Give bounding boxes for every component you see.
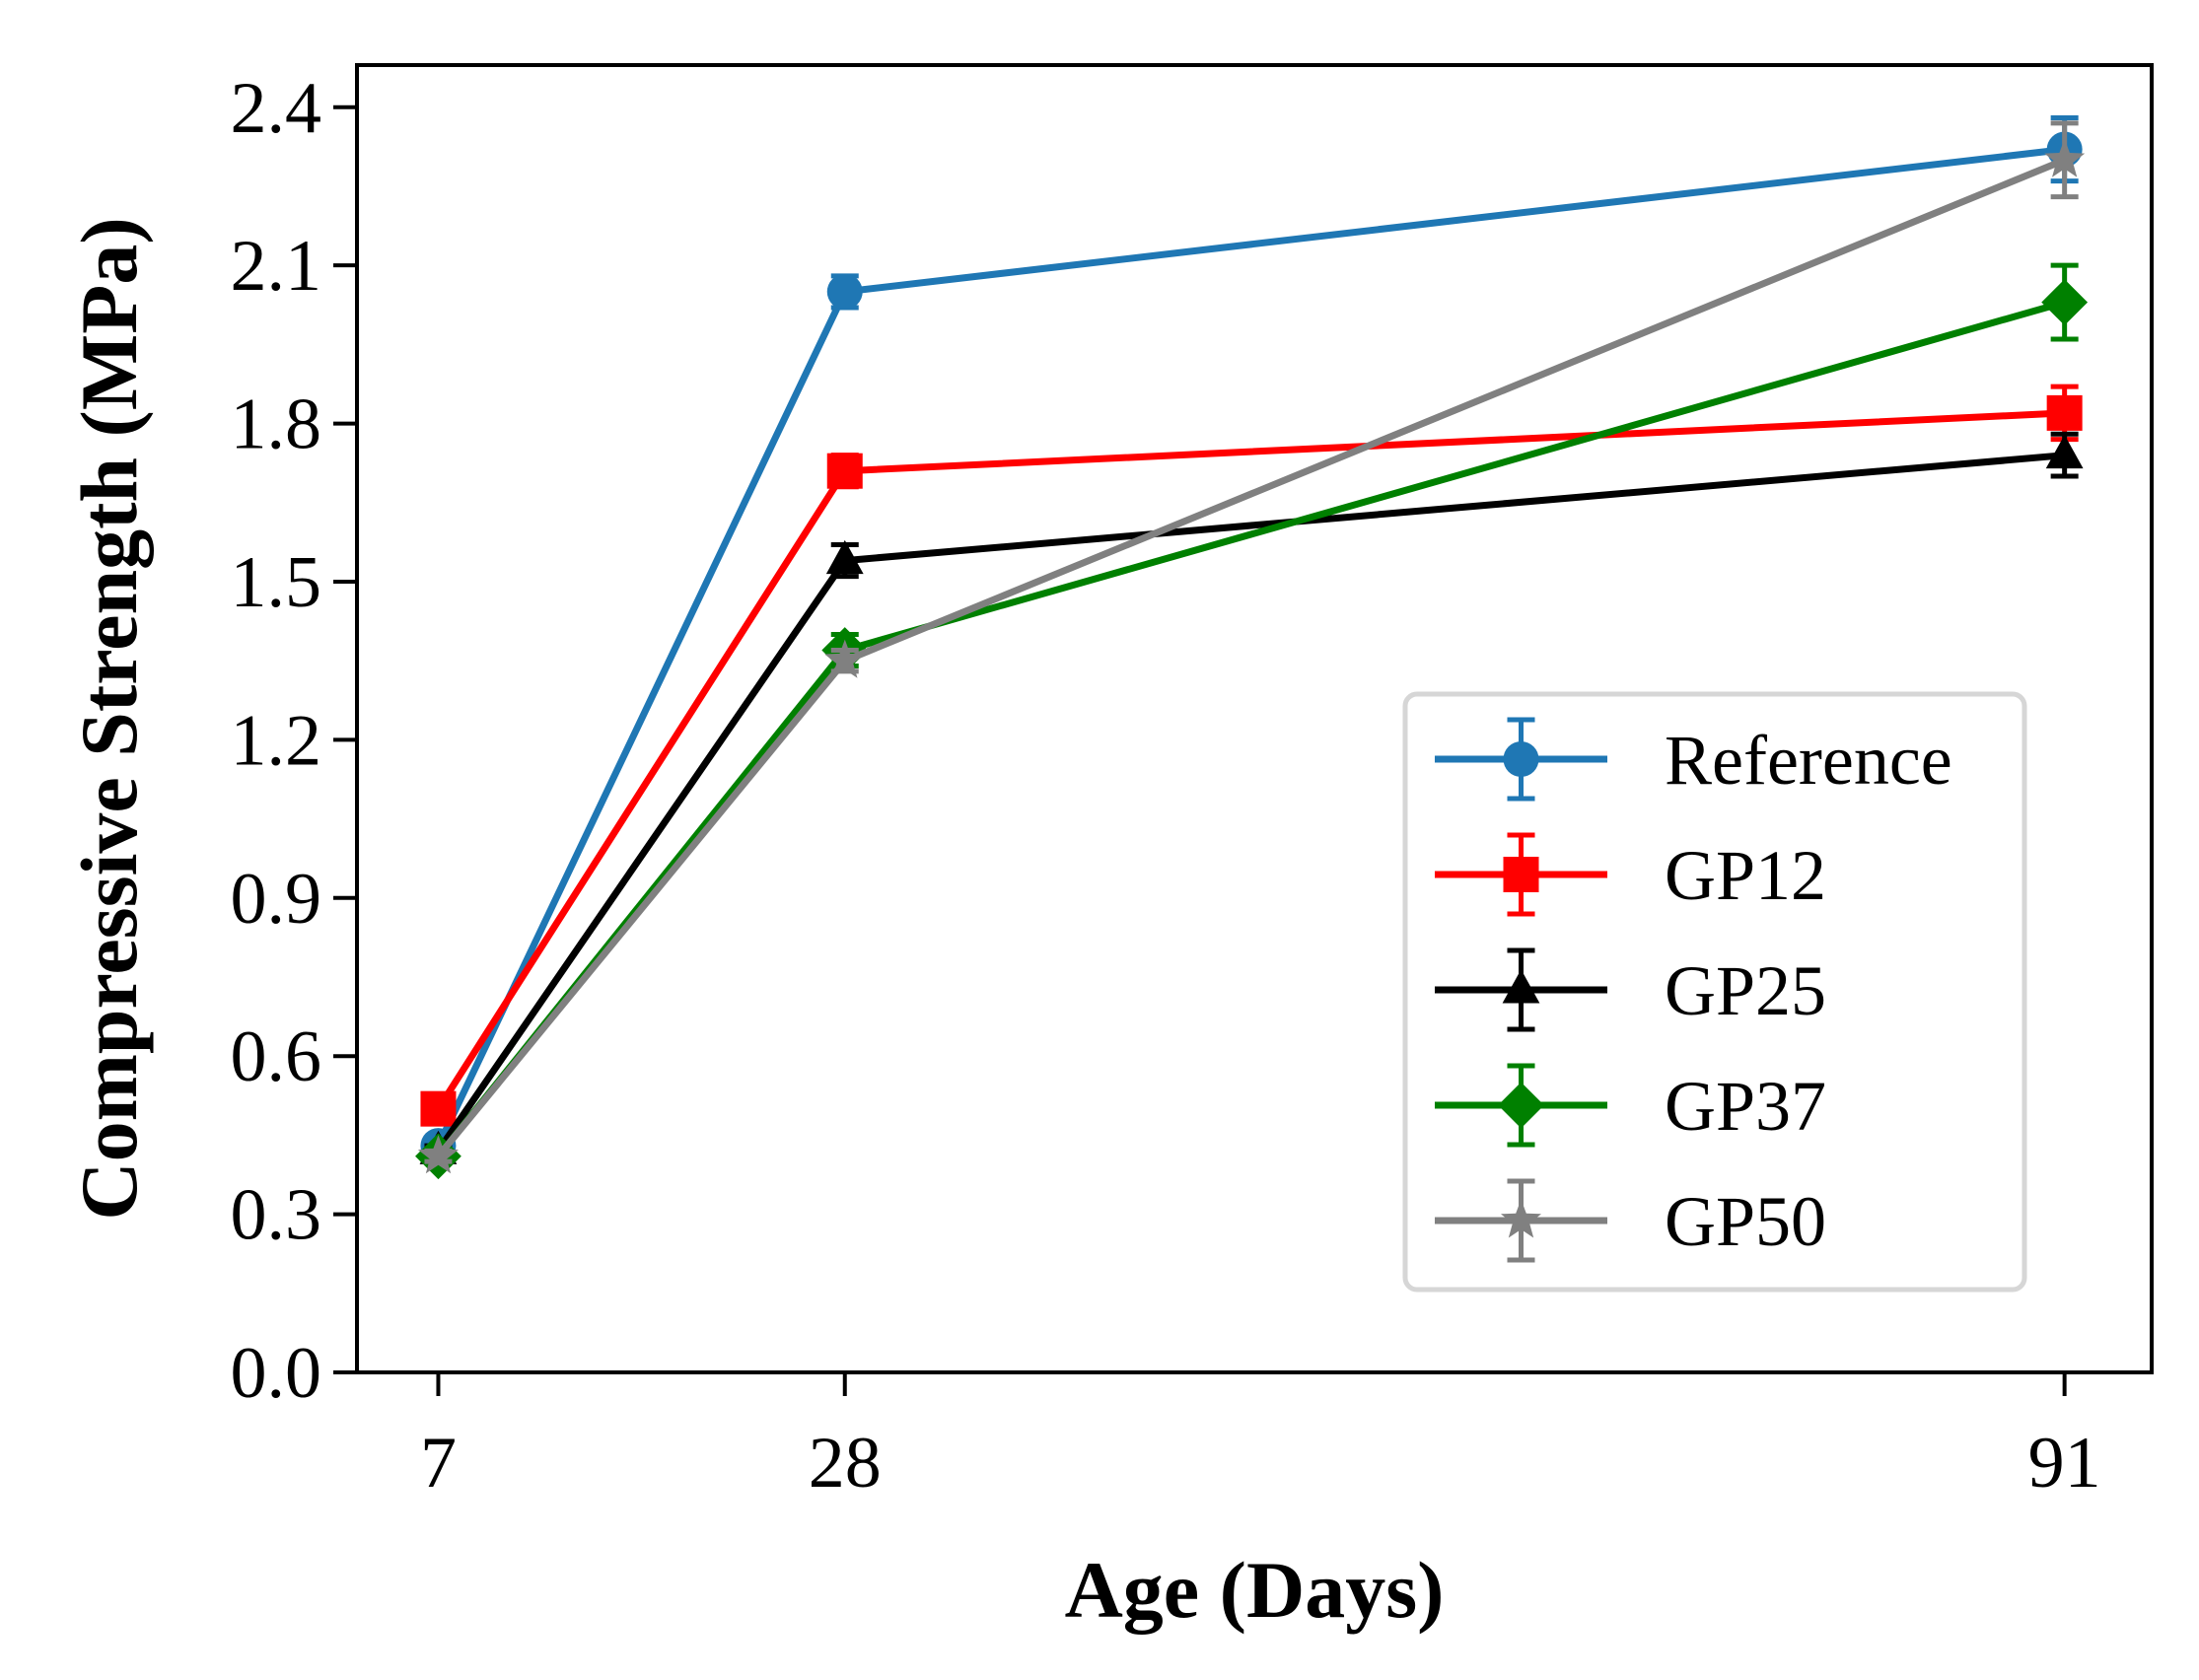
legend-box — [1402, 691, 2027, 1293]
series-gp50 — [417, 120, 2086, 1174]
x-tick-label: 28 — [809, 1423, 882, 1504]
legend-item: Reference — [1435, 717, 1952, 802]
y-tick-label: 0.9 — [231, 859, 322, 940]
data-point — [417, 1135, 459, 1174]
data-point — [824, 639, 866, 678]
legend-label: GP25 — [1665, 951, 1826, 1030]
x-tick-label: 7 — [420, 1423, 457, 1504]
y-tick-label: 0.3 — [231, 1175, 322, 1256]
data-point — [2046, 394, 2083, 431]
legend-item: GP25 — [1435, 947, 1826, 1032]
data-point — [420, 1090, 457, 1127]
series-gp12 — [420, 384, 2083, 1127]
y-tick-label: 2.1 — [231, 226, 322, 307]
data-point — [2045, 434, 2084, 469]
data-point — [2041, 279, 2089, 326]
y-axis-title: Compressive Strength (MPa) — [64, 217, 154, 1220]
y-tick-label: 2.4 — [231, 68, 322, 149]
legend-item: GP37 — [1435, 1063, 1826, 1148]
legend: Reference GP12 GP25 GP37 GP50 — [1402, 691, 2027, 1293]
legend-marker — [1501, 1199, 1541, 1238]
data-point — [825, 539, 864, 575]
legend-item: GP12 — [1435, 832, 1826, 917]
plot-frame — [355, 63, 2154, 1374]
legend-marker — [1503, 741, 1539, 777]
legend-label: GP12 — [1665, 836, 1826, 915]
x-axis: 7 28 91 — [420, 1372, 2101, 1504]
legend-marker — [1502, 969, 1540, 1004]
data-point — [826, 273, 863, 310]
series-layer — [415, 114, 2089, 1180]
legend-item: GP50 — [1435, 1178, 1826, 1263]
legend-label: GP50 — [1665, 1182, 1826, 1261]
y-tick-label: 0.6 — [231, 1016, 322, 1097]
x-tick-label: 91 — [2028, 1423, 2101, 1504]
legend-label: GP37 — [1665, 1067, 1826, 1146]
y-axis: 0.0 0.3 0.6 0.9 1.2 1.5 1.8 2.1 2.4 — [231, 68, 357, 1414]
data-point — [826, 453, 863, 489]
data-point — [2044, 138, 2086, 177]
legend-label: Reference — [1665, 721, 1952, 800]
y-tick-label: 1.8 — [231, 385, 322, 465]
legend-marker — [1498, 1082, 1544, 1129]
y-tick-label: 0.0 — [231, 1333, 322, 1414]
y-tick-label: 1.2 — [231, 700, 322, 781]
x-axis-title: Age (Days) — [1065, 1545, 1445, 1635]
y-tick-label: 1.5 — [231, 542, 322, 623]
legend-marker — [1503, 857, 1539, 892]
